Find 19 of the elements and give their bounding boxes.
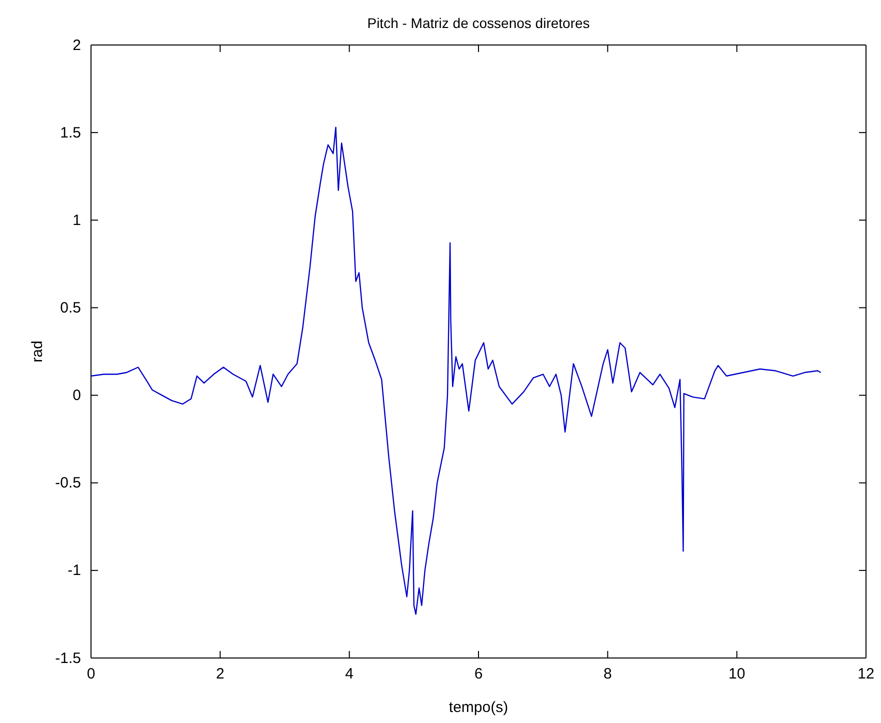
x-tick-label: 6 xyxy=(474,666,483,683)
y-tick-label: -1 xyxy=(68,562,81,580)
y-tick-label: 0 xyxy=(72,387,81,404)
y-tick-label: 0.5 xyxy=(60,300,81,317)
y-tick-label: -1.5 xyxy=(55,650,81,667)
chart-title: Pitch - Matriz de cossenos diretores xyxy=(367,15,590,31)
y-axis-title: rad xyxy=(29,340,46,362)
y-tick-label: 1.5 xyxy=(60,124,81,142)
x-axis-title: tempo(s) xyxy=(448,699,508,716)
x-tick-label: 8 xyxy=(603,666,612,683)
x-tick-label: 4 xyxy=(345,666,354,683)
x-tick-label: 12 xyxy=(858,666,874,683)
y-tick-label: 1 xyxy=(72,212,81,229)
y-tick-label: 2 xyxy=(72,36,81,54)
x-tick-label: 2 xyxy=(216,666,224,683)
x-tick-label: 10 xyxy=(728,666,746,683)
y-tick-label: -0.5 xyxy=(55,474,81,492)
line-series xyxy=(90,126,822,615)
x-tick-label: 0 xyxy=(86,666,96,683)
